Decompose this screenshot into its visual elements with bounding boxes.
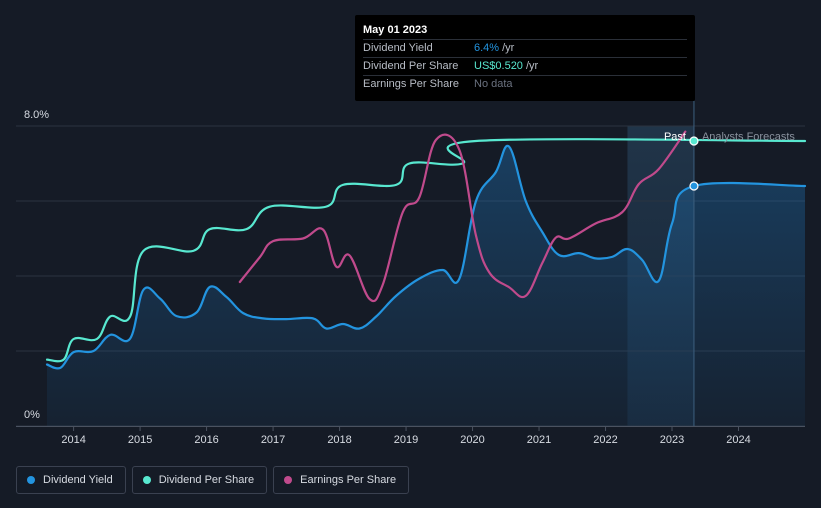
tooltip-unit: /yr	[502, 42, 515, 54]
tooltip-label: Dividend Per Share	[363, 60, 459, 72]
legend-label: Earnings Per Share	[300, 474, 397, 486]
legend-earnings-per-share[interactable]: Earnings Per Share	[273, 466, 410, 494]
tooltip-value: No data	[474, 78, 513, 90]
legend-dividend-yield[interactable]: Dividend Yield	[16, 466, 126, 494]
tooltip-value: US$0.520	[474, 60, 523, 72]
tooltip-row-earnings-per-share: Earnings Per Share No data	[363, 75, 687, 93]
x-tick-label: 2017	[261, 434, 285, 446]
axes: 8.0% 0% 2014 2015 2016 2017 2018 2019 2020 2021 20…	[16, 109, 805, 446]
y-tick-label: 0%	[24, 409, 40, 421]
x-tick-label: 2020	[460, 434, 484, 446]
tooltip-unit: /yr	[525, 60, 539, 72]
earnings-per-share-line	[238, 130, 687, 303]
chart-legend: Dividend Yield Dividend Per Share Earnin…	[16, 466, 410, 494]
x-tick-label: 2023	[660, 434, 684, 446]
tooltip-row-dividend-per-share: Dividend Per Share US$0.520 /yr	[363, 57, 687, 75]
dividend-yield-area	[47, 145, 805, 426]
x-tick-label: 2021	[527, 434, 551, 446]
legend-dot-dividend-per-share	[142, 476, 151, 484]
x-tick-label: 2024	[726, 434, 750, 446]
legend-dividend-per-share[interactable]: Dividend Per Share	[131, 466, 268, 494]
y-tick-label: 8.0%	[24, 109, 49, 121]
x-tick-label: 2019	[394, 434, 418, 446]
tooltip-row-dividend-yield: Dividend Yield 6.4% /yr	[363, 39, 687, 57]
analysts-forecasts-label: Analysts Forecasts	[702, 131, 795, 143]
legend-dot-dividend-yield	[27, 476, 35, 484]
x-tick-label: 2016	[194, 434, 218, 446]
x-tick-label: 2022	[593, 434, 617, 446]
legend-label: Dividend Per Share	[158, 474, 255, 486]
tooltip-label: Earnings Per Share	[363, 78, 459, 90]
dividend-yield-line	[45, 144, 807, 370]
tooltip-date: May 01 2023	[363, 24, 428, 36]
legend-label: Dividend Yield	[43, 474, 113, 486]
x-tick-label: 2018	[327, 434, 351, 446]
dividend-per-share-marker	[689, 136, 699, 146]
x-tick-label: 2014	[61, 434, 85, 446]
past-label: Past	[664, 131, 686, 143]
tooltip-label: Dividend Yield	[363, 42, 433, 54]
markers	[689, 136, 699, 191]
legend-dot-earnings-per-share	[284, 476, 293, 484]
x-tick-label: 2015	[128, 434, 152, 446]
series-lines	[45, 130, 807, 370]
hover-tooltip: May 01 2023 Dividend Yield 6.4% /yr Divi…	[355, 15, 695, 101]
dividend-yield-marker	[689, 181, 699, 191]
tooltip-value: 6.4%	[474, 42, 500, 54]
